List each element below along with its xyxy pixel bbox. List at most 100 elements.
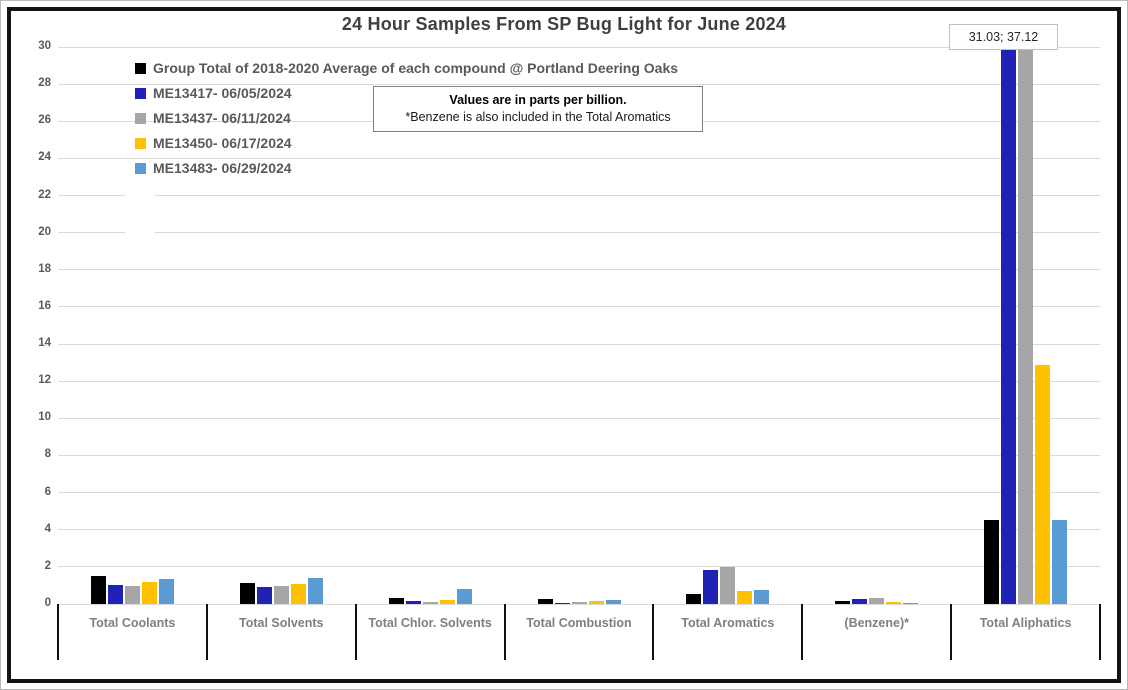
bar-total-combustion-s2 (571, 602, 587, 604)
bar-total-aromatics-s2 (720, 566, 736, 604)
bar-total-aliphatics-s0 (984, 520, 1000, 604)
legend: Group Total of 2018-2020 Average of each… (135, 60, 678, 185)
category-separator (57, 604, 59, 660)
category-label: Total Aliphatics (979, 616, 1072, 630)
bar--benzene--s4 (903, 603, 919, 604)
legend-label: ME13417- 06/05/2024 (153, 85, 292, 101)
overflow-value-annotation: 31.03; 37.12 (949, 24, 1058, 50)
category-label: Total Aromatics (681, 616, 775, 630)
y-tick-label: 4 (44, 522, 51, 535)
y-tick-label: 28 (38, 77, 51, 90)
gridline-y18 (58, 269, 1100, 271)
bar-total-chlor-solvents-s3 (439, 600, 455, 604)
y-tick-label: 14 (38, 337, 51, 350)
category-separator (354, 604, 357, 660)
gridline-y24 (58, 157, 1100, 159)
bar-total-aromatics-s4 (754, 590, 770, 604)
y-tick-label: 22 (38, 188, 51, 201)
bar-total-coolants-s0 (90, 576, 106, 604)
bar--benzene--s0 (835, 601, 851, 604)
bar-total-solvents-s2 (273, 586, 289, 604)
legend-item: Group Total of 2018-2020 Average of each… (135, 60, 678, 85)
y-tick-label: 16 (38, 299, 51, 312)
category-label: Total Combustion (526, 616, 632, 630)
y-tick-label: 26 (38, 114, 51, 127)
bar-total-solvents-s4 (307, 578, 323, 604)
gridline-y0 (58, 603, 1100, 605)
legend-label: Group Total of 2018-2020 Average of each… (153, 60, 679, 76)
bar-total-aliphatics-s3 (1035, 365, 1051, 604)
bar-total-combustion-s1 (554, 603, 570, 604)
y-tick-label: 18 (38, 262, 51, 275)
bar-total-chlor-solvents-s0 (388, 597, 404, 604)
y-tick-label: 30 (38, 40, 51, 52)
y-tick-label: 10 (38, 411, 51, 424)
y-tick-label: 8 (44, 448, 51, 461)
gridline-y10 (58, 417, 1100, 419)
y-tick-label: 24 (38, 151, 51, 164)
gridline-y2 (58, 566, 1100, 568)
legend-label: ME13437- 06/11/2024 (153, 110, 291, 126)
gridline-y22 (58, 195, 1100, 197)
category-separator (950, 604, 953, 660)
bar-total-chlor-solvents-s1 (405, 601, 421, 604)
legend-swatch-icon (135, 138, 146, 149)
category-label: Total Coolants (89, 616, 176, 630)
category-separator (652, 604, 655, 660)
blank-textbox (125, 187, 155, 247)
legend-swatch-icon (135, 163, 146, 174)
gridline-y12 (58, 380, 1100, 382)
bar-total-coolants-s4 (158, 578, 174, 604)
y-tick-label: 6 (44, 485, 51, 498)
units-note-box: Values are in parts per billion. *Benzen… (373, 86, 703, 132)
gridline-y4 (58, 529, 1100, 531)
gridline-y20 (58, 232, 1100, 234)
category-label: (Benzene)* (844, 616, 909, 630)
bar-total-aliphatics-s2 (1018, 47, 1034, 604)
legend-item: ME13483- 06/29/2024 (135, 160, 678, 185)
bar-total-combustion-s4 (605, 599, 621, 604)
legend-item: ME13437- 06/11/2024 (135, 110, 678, 135)
legend-swatch-icon (135, 63, 146, 74)
gridline-y16 (58, 306, 1100, 308)
bar-total-chlor-solvents-s4 (456, 589, 472, 604)
bar-total-solvents-s3 (290, 583, 306, 604)
bar--benzene--s2 (869, 598, 885, 604)
gridline-y6 (58, 492, 1100, 494)
bar-total-chlor-solvents-s2 (422, 601, 438, 604)
bar--benzene--s1 (852, 598, 868, 604)
y-tick-label: 20 (38, 225, 51, 238)
bar-total-aromatics-s1 (703, 569, 719, 604)
legend-label: ME13483- 06/29/2024 (153, 160, 292, 176)
legend-swatch-icon (135, 113, 146, 124)
bar-total-aromatics-s0 (686, 593, 702, 604)
gridline-y28 (58, 83, 1100, 85)
category-label: Total Solvents (239, 616, 324, 630)
gridline-y14 (58, 343, 1100, 345)
bar-total-coolants-s3 (141, 581, 157, 604)
legend-swatch-icon (135, 88, 146, 99)
legend-item: ME13417- 06/05/2024 (135, 85, 678, 110)
bar-total-solvents-s0 (239, 582, 255, 604)
category-separator (801, 604, 804, 660)
gridline-y8 (58, 454, 1100, 456)
bar-total-coolants-s1 (107, 584, 123, 604)
category-separator (503, 604, 506, 660)
category-separator (205, 604, 208, 660)
bar-total-combustion-s3 (588, 600, 604, 604)
bar-total-combustion-s0 (537, 599, 553, 604)
bar--benzene--s3 (886, 602, 902, 604)
legend-item: ME13450- 06/17/2024 (135, 135, 678, 160)
y-tick-label: 12 (38, 374, 51, 387)
category-separator (1099, 604, 1101, 660)
gridline-y30 (58, 46, 1100, 48)
bar-total-solvents-s1 (256, 587, 272, 604)
bar-total-aromatics-s3 (737, 591, 753, 604)
units-note-line1: Values are in parts per billion. (449, 93, 627, 107)
bar-total-coolants-s2 (124, 586, 140, 604)
legend-label: ME13450- 06/17/2024 (153, 135, 292, 151)
category-label: Total Chlor. Solvents (368, 616, 492, 630)
units-note-line2: *Benzene is also included in the Total A… (405, 110, 671, 124)
bar-total-aliphatics-s1 (1001, 47, 1017, 604)
